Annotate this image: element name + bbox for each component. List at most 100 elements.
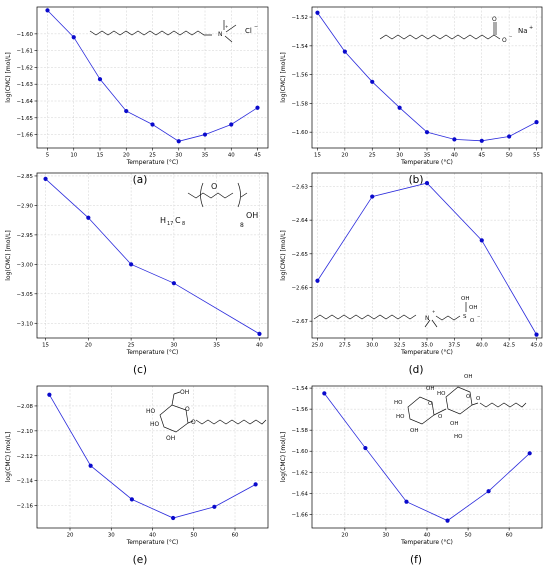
x-tick-label: 45	[254, 153, 261, 159]
structure-a-text-3: −	[254, 24, 258, 30]
x-tick-label: 15	[97, 153, 104, 159]
structure-f-text-10: HO	[454, 434, 463, 440]
structure-c: H 17 C 8 O OH 8	[160, 182, 258, 229]
x-axis-label: Temperature (°C)	[126, 159, 179, 166]
x-tick-label: 30	[108, 533, 115, 539]
structure-a: N + Cl −	[89, 20, 258, 43]
plot-area	[36, 172, 269, 339]
structure-e-text-0: OH	[180, 389, 189, 396]
structure-c-text-3: 8	[182, 221, 185, 227]
x-tick-label: 20	[67, 533, 74, 539]
structure-f-text-4: OH	[464, 374, 472, 380]
chart-panel-1: 15 20 25 30 35 40 45 50 55 −1.60 −1.58 −1.56 −1.54 −1…	[280, 6, 543, 186]
y-tick-label: −2.64	[291, 218, 308, 224]
structure-f-text-5: HO	[437, 391, 446, 397]
data-point	[202, 132, 208, 137]
x-tick-label: 25	[128, 343, 135, 349]
y-tick-label: −1.62	[16, 65, 33, 71]
structure-e-text-5: O	[191, 419, 196, 426]
data-point	[150, 122, 155, 127]
data-point	[129, 262, 134, 267]
x-tick-label: 20	[341, 153, 348, 159]
y-tick-label: −2.65	[291, 252, 308, 258]
y-tick-label: −2.10	[16, 429, 33, 435]
data-point	[43, 176, 48, 181]
panel-label: (b)	[409, 174, 424, 186]
x-tick-label: 15	[314, 153, 321, 159]
y-tick-label: −2.16	[16, 504, 33, 510]
data-point	[45, 8, 50, 13]
x-tick-label: 32.5	[394, 343, 406, 349]
data-point	[315, 10, 320, 15]
x-tick-label: 42.5	[503, 343, 515, 349]
data-point	[212, 504, 217, 509]
data-point	[86, 215, 91, 220]
data-point	[71, 35, 76, 40]
x-tick-label: 25	[149, 153, 156, 159]
structure-d-text-1: +	[432, 309, 435, 314]
structure-f-text-6: O	[428, 401, 433, 407]
structure-a-text-0: N	[218, 31, 223, 38]
y-tick-label: −1.65	[16, 116, 33, 122]
y-tick-label: −1.58	[291, 101, 308, 107]
structure-f: HO OH HO OH OH HO O O O OH HO O	[394, 374, 527, 440]
data-point	[255, 105, 260, 110]
y-tick-label: −1.60	[291, 130, 308, 136]
y-tick-label: −1.64	[291, 491, 308, 497]
data-point	[315, 278, 320, 283]
data-point	[363, 445, 368, 451]
structure-f-text-8: O	[466, 394, 471, 400]
y-tick-label: −1.58	[291, 428, 308, 434]
data-point	[253, 482, 258, 487]
y-tick-label: −1.66	[16, 133, 33, 139]
chart-panel-2: 15 20 25 30 35 40 −3.10 −3.05 −3.00 −2.95 −2.90 −2.…	[5, 172, 269, 376]
structure-a-text-2: Cl	[245, 27, 252, 35]
structure-c-text-6: 8	[240, 222, 244, 229]
plot-area	[311, 385, 543, 529]
chart-panel-5: 20 30 40 50 60 −1.66 −1.64 −1.62 −1.60 −1.58 −1.56…	[280, 385, 543, 566]
y-axis-label: log(CMC) [mol/L]	[280, 52, 287, 103]
structure-b-text-0: O	[492, 16, 497, 23]
structure-f-text-2: HO	[396, 414, 405, 420]
structure-f-text-3: OH	[410, 428, 418, 434]
x-tick-label: 15	[42, 343, 49, 349]
data-point	[97, 77, 103, 82]
x-tick-label: 35.0	[421, 343, 434, 349]
structure-d-text-2: OH	[461, 296, 469, 302]
x-tick-label: 37.5	[448, 343, 460, 349]
panel-label: (c)	[133, 364, 147, 376]
plot-area	[311, 172, 543, 339]
structure-d-text-3: OH	[469, 305, 477, 311]
data-point	[424, 181, 430, 186]
x-tick-label: 60	[506, 533, 513, 539]
y-tick-label: −1.64	[16, 99, 33, 105]
y-tick-label: −1.60	[16, 32, 33, 38]
y-axis-label: log(CMC) [mol/L]	[5, 432, 12, 483]
structure-e-text-2: HO	[150, 421, 160, 428]
structure-e-text-3: OH	[166, 435, 175, 442]
y-tick-label: −2.63	[291, 184, 308, 190]
y-tick-label: −3.10	[16, 321, 33, 327]
data-point	[527, 451, 532, 456]
x-tick-label: 30	[175, 153, 182, 159]
panel-label: (a)	[133, 174, 148, 186]
x-axis-label: Temperature (°C)	[126, 349, 179, 356]
x-tick-label: 40	[424, 533, 431, 539]
structure-f-text-9: OH	[450, 421, 458, 427]
y-tick-label: −2.12	[16, 454, 33, 460]
x-tick-label: 40	[451, 153, 458, 159]
structure-d-text-4: S	[463, 314, 467, 320]
structure-b-text-3: Na	[518, 27, 528, 35]
structure-c-text-0: H	[160, 216, 166, 225]
structure-f-text-0: HO	[394, 400, 403, 406]
x-axis-label: Temperature (°C)	[400, 349, 453, 356]
y-tick-label: −2.08	[16, 404, 33, 410]
data-point	[129, 497, 134, 502]
x-tick-label: 40	[228, 153, 235, 159]
structure-a-text-1: +	[225, 24, 228, 29]
structure-c-text-5: OH	[246, 211, 258, 220]
chart-panel-0: 5 10 15 20 25 30 35 40 45 −1.66 −1.65 −1.64 −1.63 −1.…	[5, 6, 269, 186]
data-point	[171, 281, 176, 286]
panel-label: (f)	[410, 554, 422, 566]
x-axis-label: Temperature (°C)	[400, 539, 453, 546]
